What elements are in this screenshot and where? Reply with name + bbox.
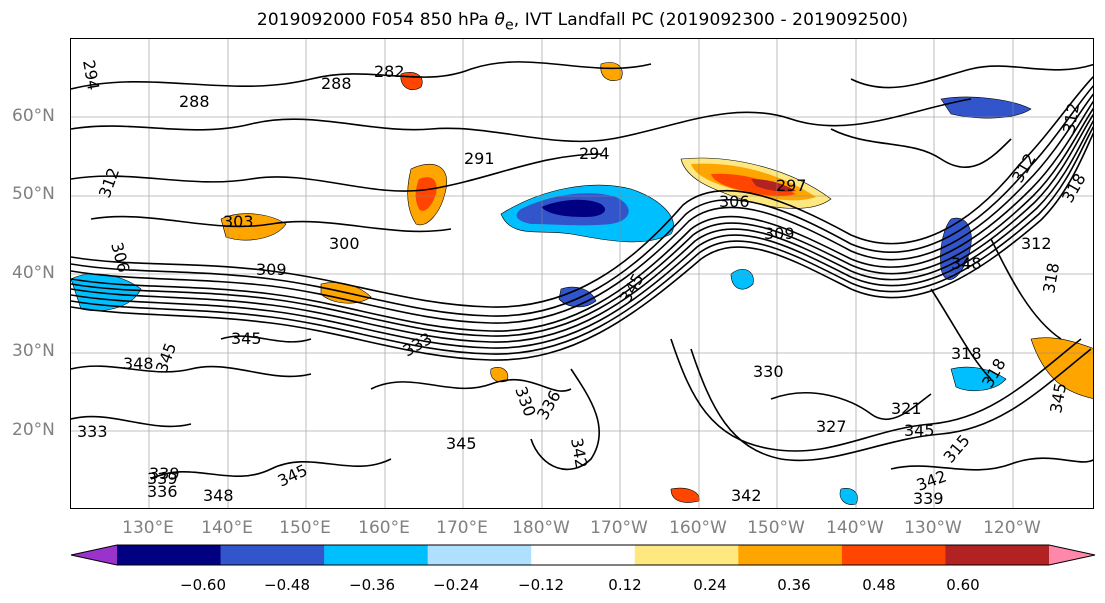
contour-label: 294 bbox=[579, 144, 610, 163]
colorbar-label: 0.48 bbox=[862, 576, 896, 594]
lon-label: 170°E bbox=[436, 518, 488, 538]
anomaly-fills bbox=[71, 62, 1093, 505]
colorbar-extend-max bbox=[1049, 545, 1095, 565]
colorbar-outline bbox=[70, 544, 1096, 566]
figure-title: 2019092000 F054 850 hPa θe, IVT Landfall… bbox=[256, 10, 909, 34]
lon-label: 160°E bbox=[358, 518, 410, 538]
contour-labels: 294 288 282 288 291 294 297 306 309 312 … bbox=[77, 58, 1090, 508]
colorbar-segment bbox=[634, 545, 739, 565]
colorbar-label: −0.24 bbox=[433, 576, 479, 594]
lat-label: 20°N bbox=[12, 420, 55, 440]
lon-label: 150°W bbox=[747, 518, 805, 538]
colorbar-label: −0.60 bbox=[180, 576, 226, 594]
colorbar-segment bbox=[117, 545, 222, 565]
contour-label: 312 bbox=[1021, 234, 1052, 253]
lon-label: 150°E bbox=[279, 518, 331, 538]
colorbar-extend-min bbox=[71, 545, 117, 565]
colorbar-label: 0.36 bbox=[777, 576, 811, 594]
colorbar-segment bbox=[531, 545, 636, 565]
contour-label: 336 bbox=[533, 387, 565, 423]
contour-label: 318 bbox=[1039, 261, 1063, 294]
lon-label: 130°W bbox=[904, 518, 962, 538]
colorbar-segment bbox=[427, 545, 532, 565]
contour-label: 348 bbox=[951, 254, 982, 273]
contour-label: 327 bbox=[816, 417, 847, 436]
contour-label: 342 bbox=[731, 486, 762, 505]
colorbar-segment bbox=[220, 545, 325, 565]
contour-label: 309 bbox=[256, 260, 287, 279]
contour-label: 345 bbox=[1046, 381, 1070, 414]
lon-label: 120°W bbox=[983, 518, 1041, 538]
colorbar-segment bbox=[841, 545, 946, 565]
contour-label: 345 bbox=[231, 329, 262, 348]
contour-label: 318 bbox=[951, 344, 982, 363]
contour-label: 282 bbox=[374, 62, 405, 81]
contour-label: 336 bbox=[147, 482, 178, 501]
contour-label: 291 bbox=[464, 149, 495, 168]
colorbar-label: 0.60 bbox=[946, 576, 980, 594]
lat-label: 40°N bbox=[12, 263, 55, 283]
contour-label: 345 bbox=[152, 340, 180, 375]
contour-label: 339 bbox=[147, 469, 178, 488]
contour-label: 342 bbox=[567, 436, 591, 469]
lon-label: 130°E bbox=[122, 518, 174, 538]
contour-label: 345 bbox=[446, 434, 477, 453]
colorbar bbox=[70, 544, 1096, 566]
contour-label: 309 bbox=[764, 224, 795, 243]
contour-label: 288 bbox=[179, 92, 210, 111]
colorbar-segment bbox=[945, 545, 1050, 565]
contour-label: 315 bbox=[940, 431, 974, 467]
contour-label: 330 bbox=[753, 362, 784, 381]
colorbar-label: −0.36 bbox=[349, 576, 395, 594]
colorbar-label: 0.24 bbox=[693, 576, 727, 594]
lon-label: 140°E bbox=[201, 518, 253, 538]
lon-label: 140°W bbox=[826, 518, 884, 538]
map-canvas: 294 288 282 288 291 294 297 306 309 312 … bbox=[71, 39, 1093, 508]
map-panel: 294 288 282 288 291 294 297 306 309 312 … bbox=[70, 38, 1094, 509]
lat-label: 30°N bbox=[12, 341, 55, 361]
contour-label: 300 bbox=[329, 234, 360, 253]
contour-label: 348 bbox=[203, 486, 234, 505]
contour-label: 321 bbox=[891, 399, 922, 418]
colorbar-label: −0.12 bbox=[518, 576, 564, 594]
contour-label: 333 bbox=[400, 329, 436, 361]
contour-label: 339 bbox=[913, 489, 944, 508]
lon-label: 160°W bbox=[669, 518, 727, 538]
contour-label: 333 bbox=[77, 422, 108, 441]
contour-label: 306 bbox=[719, 192, 750, 211]
contour-label: 348 bbox=[123, 354, 154, 373]
contour-label: 342 bbox=[914, 466, 949, 494]
colorbar-segment bbox=[324, 545, 429, 565]
theta-e-contours bbox=[71, 61, 1093, 480]
contour-label: 288 bbox=[321, 74, 352, 93]
lon-label: 170°W bbox=[590, 518, 648, 538]
colorbar-label: 0.12 bbox=[608, 576, 642, 594]
contour-label: 312 bbox=[95, 165, 123, 200]
graticule bbox=[71, 39, 1093, 508]
colorbar-segment bbox=[738, 545, 843, 565]
lat-label: 60°N bbox=[12, 106, 55, 126]
contour-label: 303 bbox=[223, 212, 254, 231]
lat-label: 50°N bbox=[12, 184, 55, 204]
contour-label: 339 bbox=[149, 464, 180, 483]
contour-label: 297 bbox=[776, 176, 807, 195]
lon-label: 180°W bbox=[512, 518, 570, 538]
colorbar-label: −0.48 bbox=[264, 576, 310, 594]
contour-label: 345 bbox=[904, 421, 935, 440]
